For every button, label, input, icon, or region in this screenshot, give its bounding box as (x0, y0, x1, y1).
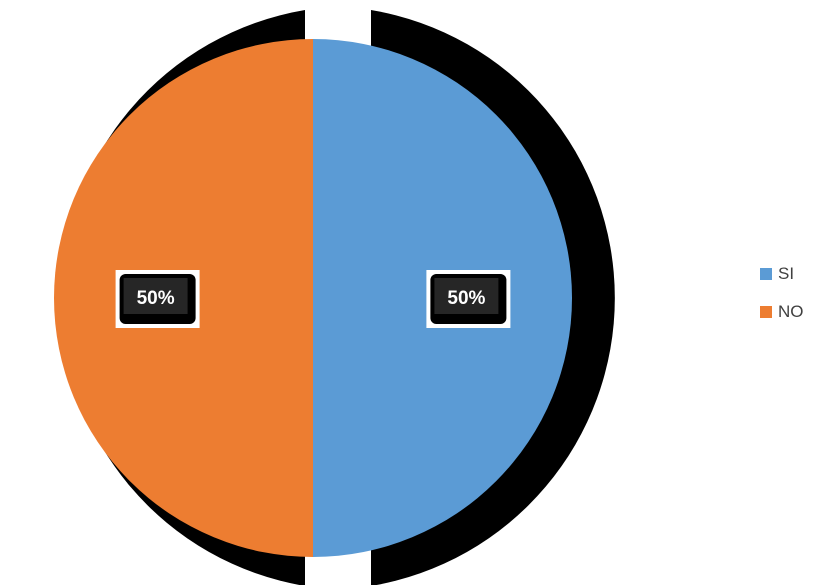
data-label-text-si: 50% (447, 288, 485, 309)
chart-legend: SI NO (760, 262, 804, 338)
legend-label-si: SI (778, 264, 795, 283)
data-label-text-no: 50% (137, 288, 175, 309)
legend-label-no: NO (778, 302, 804, 321)
data-label-si: 50% (426, 270, 511, 328)
data-label-no: 50% (115, 270, 200, 328)
legend-item-no: NO (760, 300, 804, 324)
legend-swatch-no (760, 306, 772, 318)
legend-item-si: SI (760, 262, 804, 286)
legend-swatch-si (760, 268, 772, 280)
